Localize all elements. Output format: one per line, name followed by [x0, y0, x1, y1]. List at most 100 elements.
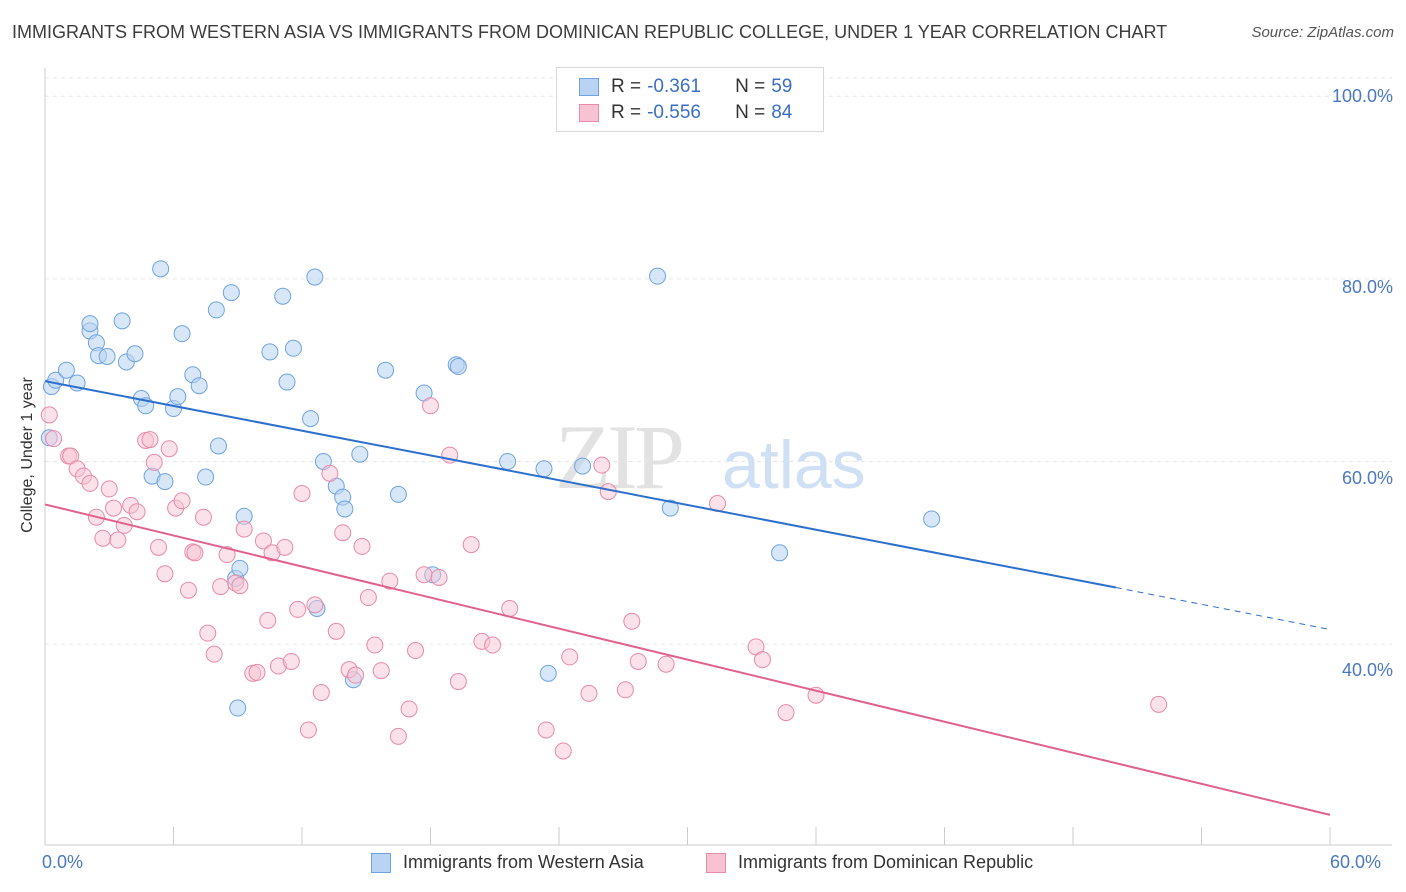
data-point-dominican	[334, 524, 352, 542]
data-point-dominican	[353, 537, 371, 555]
data-point-western-asia	[535, 460, 553, 478]
data-point-western-asia	[81, 315, 99, 333]
data-point-dominican	[141, 431, 159, 449]
data-point-western-asia	[229, 699, 247, 717]
data-point-dominican	[194, 508, 212, 526]
y-tick-label-80: 80.0%	[1341, 277, 1393, 297]
data-point-western-asia	[771, 544, 789, 562]
legend-swatch-pink	[706, 852, 726, 873]
legend-n-value: 59	[771, 76, 793, 97]
data-point-western-asia	[302, 410, 320, 428]
data-point-dominican	[657, 655, 675, 673]
data-point-dominican	[501, 600, 519, 618]
data-point-western-asia	[156, 473, 174, 491]
legend-r-value: -0.361	[647, 76, 701, 97]
data-point-western-asia	[574, 457, 592, 475]
trend-lines	[44, 380, 1331, 816]
data-point-dominican	[400, 700, 418, 718]
data-point-dominican	[554, 742, 572, 760]
legend-swatch-pink	[579, 104, 599, 122]
data-point-western-asia	[152, 260, 170, 278]
y-axis-label: College, Under 1 year	[19, 377, 36, 533]
data-point-western-asia	[449, 358, 467, 376]
data-point-western-asia	[113, 312, 131, 330]
data-point-dominican	[593, 456, 611, 474]
data-point-western-asia	[499, 453, 517, 470]
data-point-western-asia	[389, 485, 407, 503]
legend-item-dominican: Immigrants from Dominican Republic	[706, 852, 1033, 873]
data-point-dominican	[173, 492, 191, 510]
grid-lines	[45, 77, 1392, 645]
trend-line-western-asia-extension	[1115, 587, 1331, 631]
data-point-western-asia	[284, 339, 302, 357]
data-point-dominican	[248, 663, 266, 681]
data-point-dominican	[128, 503, 146, 521]
data-point-dominican	[629, 652, 647, 670]
data-point-dominican	[347, 666, 365, 684]
series-dominican-points	[40, 397, 1168, 760]
data-point-dominican	[366, 636, 384, 654]
data-point-dominican	[561, 648, 579, 666]
data-point-dominican	[777, 704, 795, 722]
data-point-dominican	[100, 480, 118, 498]
data-point-western-asia	[274, 287, 292, 305]
data-point-western-asia	[261, 343, 279, 361]
x-tick-label-max: 60.0%	[1330, 852, 1382, 872]
data-point-dominican	[289, 600, 307, 618]
data-point-dominican	[293, 484, 311, 502]
data-point-dominican	[145, 453, 163, 471]
data-point-dominican	[186, 544, 204, 562]
legend-r-label: R =	[611, 102, 642, 123]
data-point-dominican	[430, 568, 448, 586]
data-point-western-asia	[649, 267, 667, 285]
y-tick-label-40: 40.0%	[1341, 660, 1393, 680]
y-tick-label-60: 60.0%	[1341, 468, 1393, 488]
data-point-dominican	[259, 611, 277, 629]
series-legend: Immigrants from Western Asia Immigrants …	[0, 852, 1406, 878]
data-point-dominican	[299, 721, 317, 739]
legend-item-western-asia: Immigrants from Western Asia	[371, 852, 644, 873]
data-point-dominican	[321, 464, 339, 482]
data-point-western-asia	[190, 377, 208, 395]
watermark-zip: ZIP	[555, 406, 682, 508]
legend-r-label: R =	[611, 76, 642, 97]
data-point-dominican	[160, 440, 178, 458]
data-point-dominican	[212, 578, 230, 596]
legend-r-value: -0.556	[647, 102, 701, 123]
data-point-dominican	[753, 651, 771, 669]
data-point-western-asia	[923, 510, 941, 528]
data-point-western-asia	[377, 361, 395, 379]
data-point-western-asia	[197, 468, 215, 486]
data-point-western-asia	[222, 284, 240, 302]
data-point-western-asia	[126, 345, 144, 363]
legend-label-dominican: Immigrants from Dominican Republic	[738, 852, 1034, 872]
data-point-dominican	[156, 565, 174, 583]
data-point-dominican	[623, 612, 641, 630]
data-point-dominican	[1150, 695, 1168, 713]
data-point-western-asia	[336, 500, 354, 518]
data-point-dominican	[306, 596, 324, 614]
data-point-dominican	[616, 681, 634, 699]
data-point-dominican	[282, 652, 300, 670]
data-point-dominican	[462, 536, 480, 554]
data-point-dominican	[276, 538, 294, 556]
data-point-dominican	[45, 430, 63, 448]
data-point-western-asia	[169, 388, 187, 406]
data-point-dominican	[235, 520, 253, 538]
data-point-western-asia	[98, 347, 116, 365]
data-point-dominican	[231, 577, 249, 595]
legend-swatch-blue	[579, 78, 599, 96]
data-point-dominican	[254, 532, 272, 550]
legend-n-value: 84	[771, 102, 793, 123]
data-point-dominican	[537, 721, 555, 739]
legend-swatch-blue	[371, 852, 391, 873]
y-tick-label-100: 100.0%	[1331, 86, 1393, 106]
legend-n-label: N =	[735, 102, 766, 123]
data-point-dominican	[449, 673, 467, 691]
trend-line-dominican	[44, 503, 1331, 816]
x-tick-label-min: 0.0%	[42, 852, 84, 872]
data-point-dominican	[381, 572, 399, 590]
watermark-atlas: atlas	[722, 427, 866, 503]
trend-line-western-asia	[44, 380, 1117, 589]
data-point-dominican	[199, 624, 217, 642]
